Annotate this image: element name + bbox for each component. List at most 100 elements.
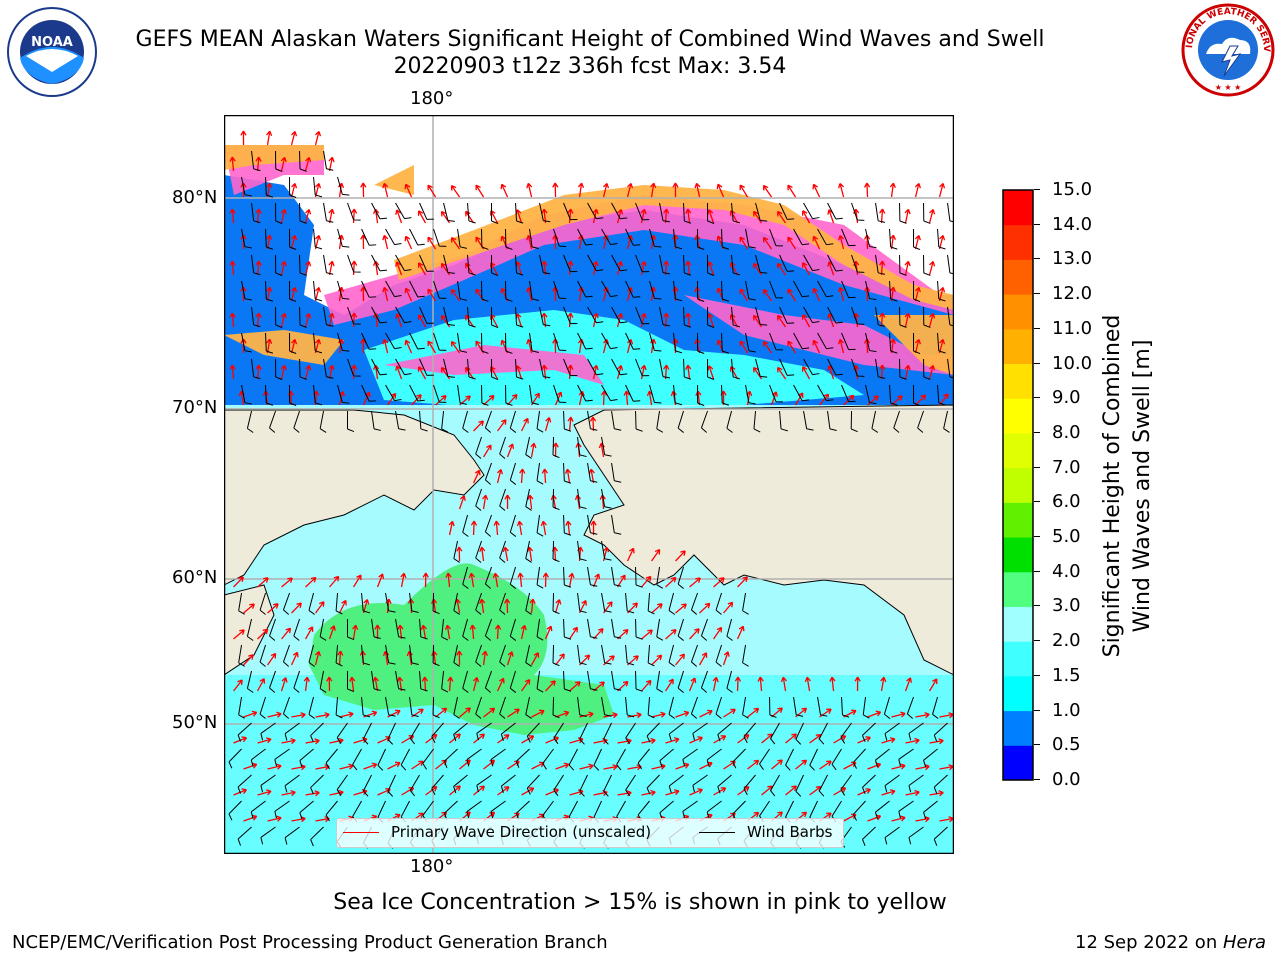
wind-barb [284, 774, 300, 793]
wind-barb [611, 566, 622, 587]
colorbar-tick-mark [1034, 501, 1040, 503]
wind-barb [499, 696, 507, 719]
wind-barb [803, 358, 820, 376]
wave-arrow [267, 652, 277, 666]
wave-arrow [843, 394, 855, 406]
wave-arrow [812, 183, 821, 198]
wave-arrow [938, 234, 946, 250]
wind-barb [443, 748, 458, 768]
wind-barb [467, 202, 476, 224]
wind-barb [577, 384, 593, 402]
wind-barb [721, 384, 730, 406]
wind-barb [251, 202, 261, 224]
wave-arrow [891, 815, 906, 822]
wave-arrow [328, 364, 335, 380]
wave-arrow [675, 603, 687, 614]
wind-barb [481, 384, 489, 406]
colorbar-tick-mark [1034, 327, 1040, 329]
wind-barb [861, 826, 876, 847]
wind-barb [361, 644, 371, 666]
wave-arrow [819, 708, 832, 718]
wind-barb [755, 358, 768, 378]
wind-barb [933, 774, 948, 794]
wind-barb [313, 384, 323, 406]
wind-barb [923, 358, 931, 380]
wave-arrow [529, 598, 536, 614]
wind-barb [742, 592, 749, 615]
wave-arrow [829, 676, 836, 692]
wave-arrow [400, 572, 407, 588]
wind-barb [889, 228, 898, 250]
wind-barb [706, 800, 722, 819]
wind-barb [409, 644, 419, 666]
wind-barb [587, 462, 598, 483]
wave-arrow [627, 712, 642, 719]
wind-barb [656, 618, 664, 641]
wind-barb [635, 254, 650, 273]
wind-barb [484, 514, 493, 537]
wind-barb [400, 748, 410, 771]
wind-barb [673, 384, 683, 406]
wind-barb [743, 722, 756, 744]
wave-arrow [281, 789, 296, 797]
wave-arrow [739, 236, 749, 250]
wind-barb [457, 384, 467, 405]
wave-arrow [707, 209, 715, 224]
wave-arrow [482, 444, 492, 458]
wind-barb [431, 722, 444, 744]
wind-barb [259, 592, 267, 615]
colorbar-tick-label: 2.0 [1052, 630, 1081, 652]
wind-barb [409, 280, 425, 298]
wind-barb [553, 280, 567, 299]
wind-barb [542, 748, 554, 770]
wind-barb [682, 748, 698, 767]
wave-arrow [339, 711, 354, 718]
wave-arrow [762, 288, 773, 302]
wind-barb [282, 696, 291, 719]
wave-arrow [404, 339, 413, 354]
colorbar-segment [1003, 294, 1033, 330]
colorbar-tick-label: 9.0 [1052, 387, 1081, 409]
wave-high-area [309, 563, 614, 735]
wind-barb [443, 202, 455, 222]
wind-barb [875, 358, 886, 379]
footer-date: 12 Sep 2022 on Hera [1075, 932, 1266, 953]
wave-arrow [257, 577, 269, 588]
wind-barb [371, 306, 387, 324]
wind-barb [246, 410, 254, 433]
wind-barb [659, 254, 670, 275]
wave-arrow [641, 737, 656, 745]
wind-barb [601, 436, 612, 457]
wind-barb [745, 332, 756, 353]
wind-barb [913, 228, 921, 251]
wave-arrow [739, 184, 749, 198]
wind-barb [457, 332, 467, 353]
wind-barb [335, 592, 343, 615]
wind-barb [875, 306, 886, 327]
wave-arrow [568, 572, 575, 588]
wave-arrow [698, 652, 708, 666]
wind-barb [475, 592, 483, 615]
wind-barb [308, 696, 315, 719]
wind-barb [238, 696, 245, 719]
wave-arrow [544, 625, 553, 640]
wind-barb [265, 384, 274, 406]
wind-barb-legend-label: Wind Barbs [747, 823, 833, 841]
wave-arrow [266, 182, 273, 198]
wave-arrow [737, 576, 748, 588]
colorbar-tick-mark [1034, 674, 1040, 676]
wave-arrow [360, 286, 367, 302]
wind-barb [325, 748, 338, 770]
wind-barb [299, 748, 314, 768]
wind-barb [601, 332, 618, 350]
wave-arrow [753, 210, 763, 224]
wave-arrow [404, 287, 413, 302]
wind-barb [753, 410, 761, 433]
wave-arrow [723, 601, 734, 614]
wave-arrow [812, 235, 821, 250]
wind-barb [251, 306, 261, 328]
wave-arrow [833, 787, 847, 796]
wind-barb [484, 670, 493, 693]
wave-arrow [395, 313, 403, 328]
wind-barb [323, 306, 334, 327]
